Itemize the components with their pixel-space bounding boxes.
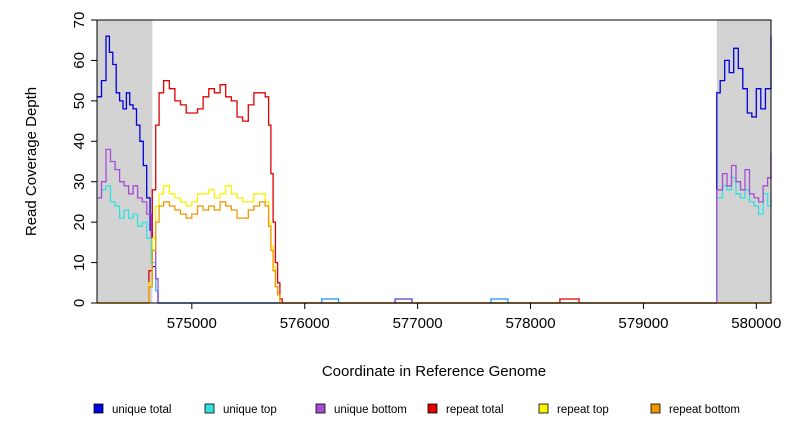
y-tick-label-70: 70 [71, 12, 88, 29]
legend-label-unique-bottom: unique bottom [334, 404, 407, 416]
y-tick-label-30: 30 [71, 173, 88, 190]
y-tick-label-40: 40 [71, 133, 88, 150]
series-unique-bottom [97, 148, 772, 304]
x-tick-label-579000: 579000 [618, 315, 668, 332]
series-unique-total [97, 35, 772, 304]
shaded-region-1 [97, 20, 153, 303]
legend-item-repeat-top: repeat top [538, 403, 609, 416]
shaded-regions [97, 20, 771, 303]
x-tick-label-577000: 577000 [393, 315, 443, 332]
series-repeat-total [97, 79, 771, 304]
shaded-region-2 [716, 20, 771, 303]
legend-swatch-unique-bottom [315, 403, 326, 414]
series-repeat-top [97, 185, 771, 304]
legend-item-unique-total: unique total [93, 403, 171, 416]
legend-swatch-unique-total [93, 403, 104, 414]
x-tick-label-575000: 575000 [167, 315, 217, 332]
y-tick-label-20: 20 [71, 214, 88, 231]
y-tick-label-60: 60 [71, 52, 88, 69]
x-tick-label-578000: 578000 [505, 315, 555, 332]
legend: unique total unique top unique bottom repea… [93, 403, 740, 416]
legend-label-repeat-bottom: repeat bottom [669, 404, 740, 416]
legend-item-repeat-bottom: repeat bottom [650, 403, 740, 416]
x-tick-label-576000: 576000 [280, 315, 330, 332]
legend-swatch-repeat-total [427, 403, 438, 414]
legend-swatch-repeat-top [538, 403, 549, 414]
legend-label-unique-total: unique total [112, 404, 171, 416]
x-axis-title: Coordinate in Reference Genome [322, 363, 546, 380]
legend-item-repeat-total: repeat total [427, 403, 504, 416]
y-axis-title: Read Coverage Depth [23, 87, 40, 236]
series-lines [97, 35, 772, 304]
y-tick-label-0: 0 [71, 299, 88, 307]
legend-label-unique-top: unique top [223, 404, 277, 416]
axes: 0 10 20 30 40 50 60 70 575000 576000 577000 578000 5… [71, 12, 781, 332]
plot-frame [96, 19, 772, 304]
legend-item-unique-top: unique top [204, 403, 277, 416]
y-tick-label-10: 10 [71, 254, 88, 271]
legend-item-unique-bottom: unique bottom [315, 403, 407, 416]
series-repeat-bottom [97, 201, 771, 304]
legend-label-repeat-total: repeat total [446, 404, 504, 416]
x-tick-label-580000: 580000 [731, 315, 781, 332]
legend-label-repeat-top: repeat top [557, 404, 609, 416]
legend-swatch-repeat-bottom [650, 403, 661, 414]
y-tick-label-50: 50 [71, 93, 88, 110]
legend-swatch-unique-top [204, 403, 215, 414]
